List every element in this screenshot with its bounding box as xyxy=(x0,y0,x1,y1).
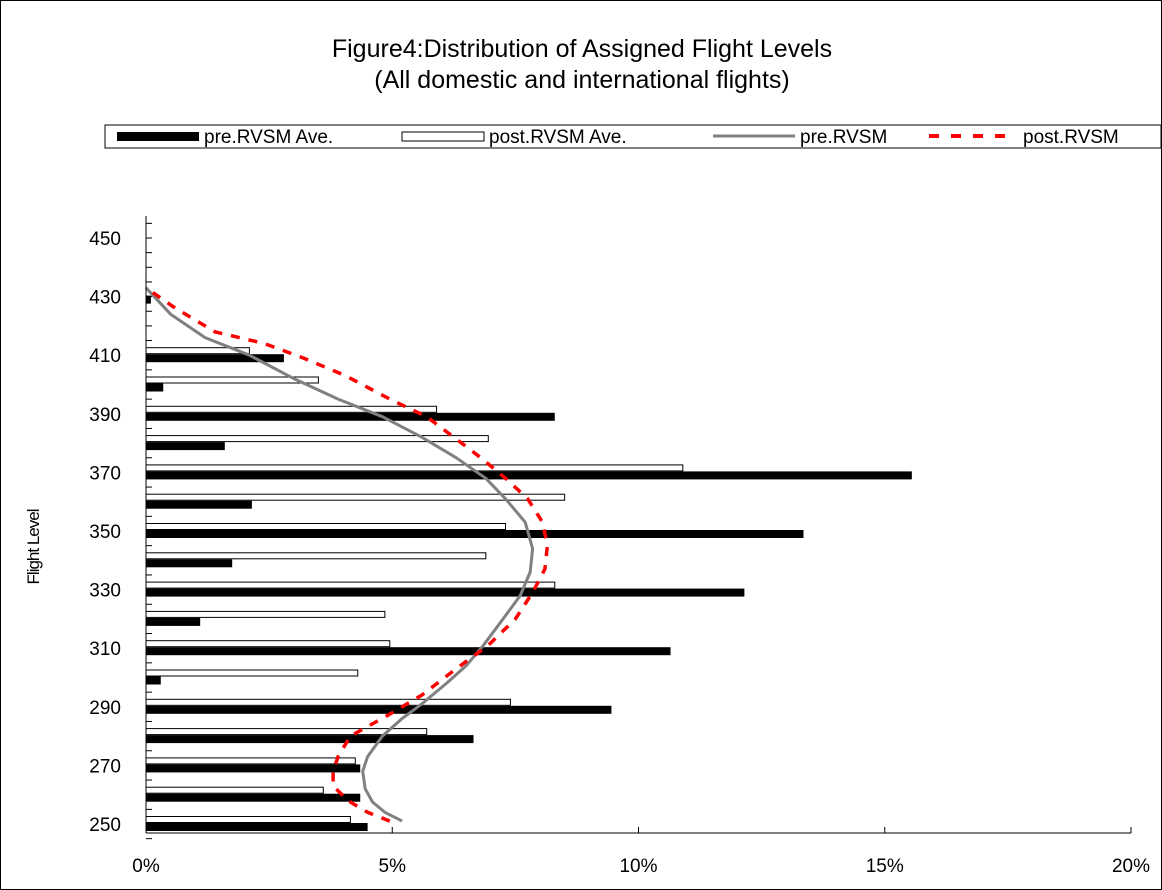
x-tick-label: 10% xyxy=(619,856,657,877)
y-tick-label: 430 xyxy=(89,288,121,309)
legend-label-post-rvsm-ave: post.RVSM Ave. xyxy=(489,127,627,148)
bar-pre-rvsm-ave xyxy=(146,559,232,567)
y-tick-label: 370 xyxy=(89,463,121,484)
bar-post-rvsm-ave xyxy=(146,787,323,793)
y-tick-label: 350 xyxy=(89,522,121,543)
y-tick-label: 290 xyxy=(89,698,121,719)
x-tick-label: 5% xyxy=(379,856,407,877)
bar-pre-rvsm-ave xyxy=(146,764,360,772)
x-tick-label: 20% xyxy=(1112,856,1150,877)
bar-post-rvsm-ave xyxy=(146,817,350,823)
bar-post-rvsm-ave xyxy=(146,436,488,442)
legend-label-pre-rvsm-ave: pre.RVSM Ave. xyxy=(204,127,333,148)
legend: pre.RVSM Ave. post.RVSM Ave. pre.RVSM po… xyxy=(105,125,1161,148)
bar-post-rvsm-ave xyxy=(146,699,510,705)
bar-pre-rvsm-ave xyxy=(146,589,744,597)
bar-pre-rvsm-ave xyxy=(146,413,555,421)
y-tick-label: 270 xyxy=(89,756,121,777)
bar-pre-rvsm-ave xyxy=(146,442,225,450)
legend-label-pre-rvsm: pre.RVSM xyxy=(800,127,887,148)
bar-pre-rvsm-ave xyxy=(146,823,368,831)
bar-post-rvsm-ave xyxy=(146,582,555,588)
bar-post-rvsm-ave xyxy=(146,611,385,617)
bar-post-rvsm-ave xyxy=(146,524,506,530)
bar-pre-rvsm-ave xyxy=(146,530,803,538)
legend-swatch-post-rvsm-ave xyxy=(402,132,484,141)
y-tick-label: 330 xyxy=(89,581,121,602)
bar-pre-rvsm-ave xyxy=(146,735,474,743)
legend-label-post-rvsm: post.RVSM xyxy=(1023,127,1119,148)
x-tick-label: 0% xyxy=(132,856,160,877)
bars-layer xyxy=(146,296,912,831)
bar-post-rvsm-ave xyxy=(146,553,486,559)
y-tick-label: 390 xyxy=(89,405,121,426)
bar-pre-rvsm-ave xyxy=(146,794,360,802)
chart-subtitle: (All domestic and international flights) xyxy=(374,66,789,94)
y-tick-label: 410 xyxy=(89,346,121,367)
y-tick-label: 450 xyxy=(89,229,121,250)
chart-title: Figure4:Distribution of Assigned Flight … xyxy=(332,35,832,63)
y-tick-label: 310 xyxy=(89,639,121,660)
bar-pre-rvsm-ave xyxy=(146,471,912,479)
legend-swatch-pre-rvsm-ave xyxy=(117,132,199,141)
bar-post-rvsm-ave xyxy=(146,758,355,764)
bar-post-rvsm-ave xyxy=(146,670,358,676)
bar-pre-rvsm-ave xyxy=(146,647,671,655)
bar-pre-rvsm-ave xyxy=(146,706,611,714)
axes-layer: 250 270 290 310 330 350 370 390 410 430 450 0% 5% 10%… xyxy=(89,216,1150,877)
bar-pre-rvsm-ave xyxy=(146,501,252,509)
y-tick-label: 250 xyxy=(89,815,121,836)
bar-post-rvsm-ave xyxy=(146,406,437,412)
x-tick-label: 15% xyxy=(866,856,904,877)
bar-post-rvsm-ave xyxy=(146,641,390,647)
bar-post-rvsm-ave xyxy=(146,465,683,471)
y-axis-label: Flight Level xyxy=(24,509,43,584)
bar-pre-rvsm-ave xyxy=(146,618,200,626)
